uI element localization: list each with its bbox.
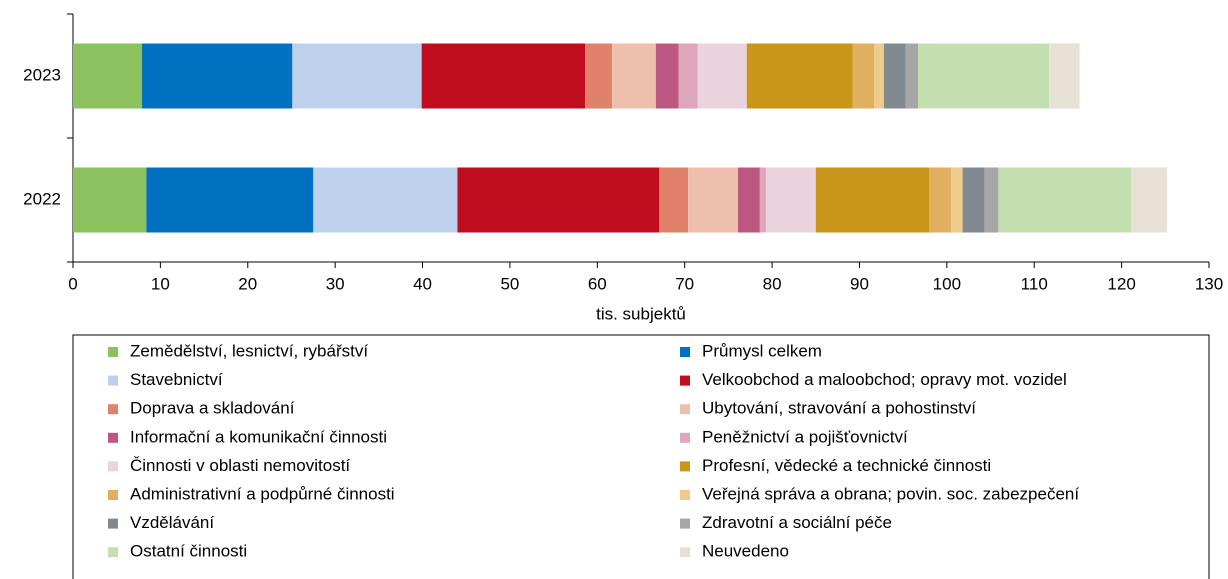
bar-segment [951, 167, 963, 233]
y-tick-label: 2023 [23, 65, 61, 84]
legend-label: Zdravotní a sociální péče [702, 513, 892, 532]
bar-segment [612, 43, 656, 109]
bar-segment [852, 43, 875, 109]
legend-marker [680, 490, 690, 500]
legend-marker [680, 347, 690, 357]
legend-label: Neuvedeno [702, 542, 789, 561]
bar-segment [585, 43, 613, 109]
bar-segment [146, 167, 314, 233]
x-tick-label: 110 [1021, 274, 1048, 293]
bar-segment [73, 43, 143, 109]
x-tick-label: 10 [151, 274, 170, 293]
bar-segment [659, 167, 689, 233]
legend-marker [108, 432, 118, 443]
legend-label: Profesní, vědecké a technické činnosti [702, 456, 991, 475]
bar-segment [292, 43, 422, 109]
bar-segment [737, 167, 760, 233]
legend-label: Velkoobchod a maloobchod; opravy mot. vo… [702, 370, 1067, 389]
legend-marker [108, 547, 118, 558]
bar-segment [883, 43, 906, 109]
x-tick-label: 100 [933, 274, 961, 293]
legend-label: Průmysl celkem [702, 341, 822, 360]
bar-segment [1049, 43, 1080, 109]
bar-segment [313, 167, 458, 233]
bar-segment [874, 43, 884, 109]
bar-segment [918, 43, 1050, 109]
bar-segment [998, 167, 1132, 233]
bar-segment [759, 167, 766, 233]
legend-label: Vzdělávání [130, 513, 214, 532]
x-tick-label: 0 [68, 274, 77, 293]
bar-segment [421, 43, 586, 109]
legend-marker [108, 461, 118, 472]
x-tick-label: 40 [413, 274, 432, 293]
bar-segment [746, 43, 853, 109]
legend-label: Ostatní činnosti [130, 542, 247, 561]
y-tick-label: 2022 [23, 189, 61, 208]
bar-segment [929, 167, 952, 233]
bar-segment [655, 43, 679, 109]
x-tick-label: 90 [850, 274, 869, 293]
x-axis-title: tis. subjektů [596, 304, 686, 323]
legend-label: Informační a komunikační činnosti [130, 427, 387, 446]
legend-label: Zemědělství, lesnictví, rybářství [130, 341, 368, 360]
legend-marker [680, 547, 690, 558]
legend-label: Stavebnictví [130, 370, 223, 389]
legend-label: Administrativní a podpůrné činnosti [130, 484, 395, 503]
bar-segment [1131, 167, 1168, 233]
legend-label: Veřejná správa a obrana; povin. soc. zab… [702, 484, 1079, 503]
legend-marker [680, 518, 690, 529]
legend-marker [680, 404, 690, 415]
x-tick-label: 30 [326, 274, 345, 293]
legend-marker [108, 404, 118, 415]
legend-marker [108, 490, 118, 500]
bar-segment [457, 167, 660, 233]
legend-label: Peněžnictví a pojišťovnictví [702, 427, 908, 446]
bar-segment [905, 43, 919, 109]
x-tick-label: 60 [588, 274, 607, 293]
bar-segment [678, 43, 698, 109]
legend-label: Ubytování, stravování a pohostinství [702, 399, 976, 418]
legend-marker [680, 375, 690, 386]
legend-marker [108, 375, 118, 386]
x-tick-label: 130 [1195, 274, 1223, 293]
legend-marker [108, 518, 118, 529]
legend-marker [680, 461, 690, 472]
x-tick-label: 120 [1107, 274, 1135, 293]
x-tick-label: 20 [238, 274, 257, 293]
legend-label: Doprava a skladování [130, 399, 295, 418]
bar-segment [73, 167, 147, 233]
bar-segment [815, 167, 930, 233]
bar-segment [697, 43, 747, 109]
x-tick-label: 80 [763, 274, 782, 293]
bar-segment [688, 167, 738, 233]
legend-box [72, 334, 1210, 579]
bar-segment [765, 167, 816, 233]
bar-segment [962, 167, 985, 233]
bar-segment [142, 43, 293, 109]
bar-segment [984, 167, 999, 233]
legend-marker [680, 432, 690, 443]
legend-label: Činnosti v oblasti nemovitostí [130, 456, 350, 475]
x-tick-label: 70 [675, 274, 694, 293]
legend-marker [108, 347, 118, 357]
x-tick-label: 50 [500, 274, 519, 293]
